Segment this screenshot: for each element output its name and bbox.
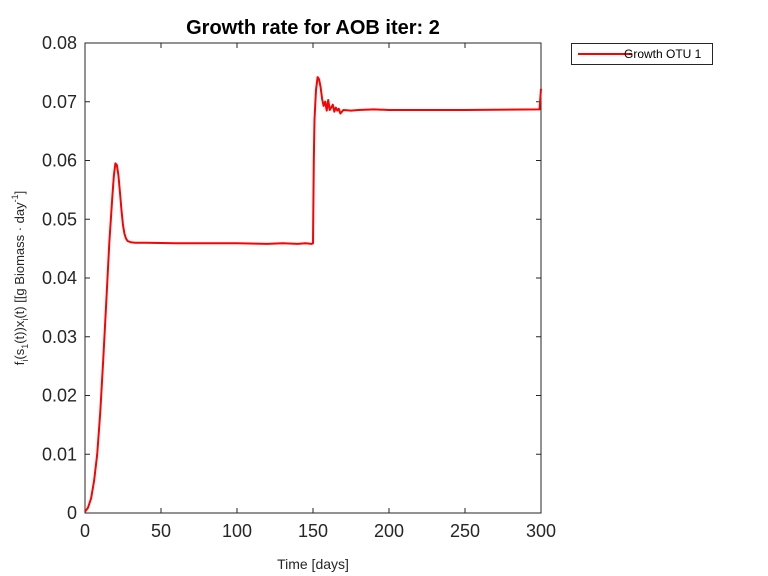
y-tick-label: 0.03	[42, 327, 77, 347]
y-tick-label: 0.06	[42, 151, 77, 171]
y-tick-label: 0	[67, 503, 77, 523]
chart-title: Growth rate for AOB iter: 2	[186, 17, 440, 39]
y-tick-label: 0.05	[42, 209, 77, 229]
y-axis-label: fi(s1(t))xi(t) [[g Biomass · day-1]	[10, 191, 30, 366]
x-tick-label: 150	[298, 521, 328, 541]
series-layer	[84, 76, 542, 513]
x-tick-label: 0	[80, 521, 90, 541]
y-tick-label: 0.01	[42, 444, 77, 464]
series-line-growth-otu-1	[84, 76, 542, 513]
y-tick-label: 0.04	[42, 268, 77, 288]
plot-area	[84, 42, 542, 514]
x-axis-label: Time [days]	[277, 556, 349, 572]
legend-label: Growth OTU 1	[624, 47, 702, 61]
y-tick-label: 0.08	[42, 33, 77, 53]
y-tick-label: 0.07	[42, 92, 77, 112]
x-tick-label: 100	[222, 521, 252, 541]
x-tick-label: 200	[374, 521, 404, 541]
ticks-layer: 0 50 100 150 200 250 300 0 0.01 0.02 0.03 0.04 0.05 0…	[42, 33, 556, 541]
y-tick-label: 0.02	[42, 386, 77, 406]
x-tick-label: 250	[450, 521, 480, 541]
legend-swatch	[578, 53, 632, 55]
legend: Growth OTU 1	[571, 43, 713, 65]
x-tick-label: 50	[151, 521, 171, 541]
x-tick-label: 300	[526, 521, 556, 541]
